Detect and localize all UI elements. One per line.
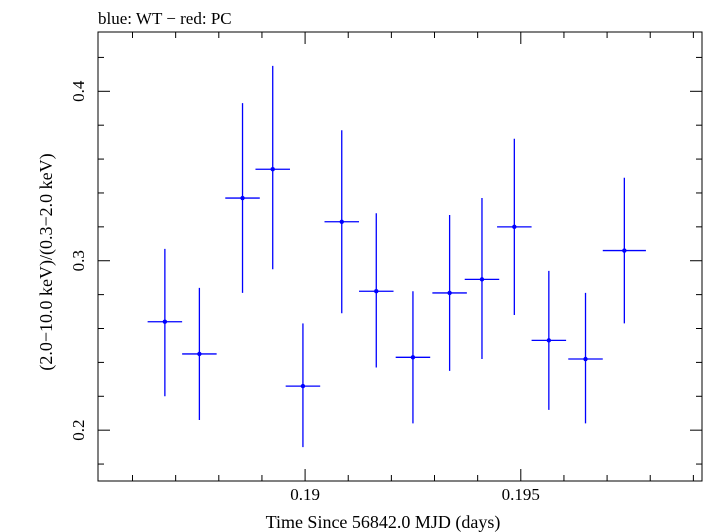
tick-marks — [98, 32, 702, 481]
data-point — [300, 383, 306, 389]
data-point — [622, 248, 627, 253]
y-tick-label: 0.4 — [69, 80, 88, 102]
data-points — [147, 65, 646, 448]
data-point — [270, 167, 275, 172]
y-axis-label: (2.0−10.0 keV)/(0.3−2.0 keV) — [36, 153, 57, 370]
x-tick-label: 0.195 — [502, 485, 540, 504]
data-point — [447, 290, 452, 296]
x-tick-label: 0.19 — [290, 485, 320, 504]
data-point — [339, 219, 344, 224]
y-tick-labels: 0.2 0.3 0.4 — [69, 80, 88, 441]
data-point — [479, 277, 485, 282]
data-point — [546, 338, 552, 343]
data-point — [583, 356, 588, 362]
x-axis-label: Time Since 56842.0 MJD (days) — [266, 512, 501, 532]
data-point — [512, 224, 517, 230]
data-point — [410, 355, 416, 360]
data-point — [240, 195, 245, 201]
data-point — [162, 319, 168, 324]
y-tick-label: 0.3 — [69, 250, 88, 271]
y-tick-label: 0.2 — [69, 420, 88, 441]
data-point — [197, 351, 202, 357]
x-tick-labels: 0.19 0.195 — [290, 485, 540, 504]
chart-title: blue: WT − red: PC — [98, 9, 232, 28]
data-point — [374, 289, 379, 294]
plot-frame — [97, 31, 703, 482]
